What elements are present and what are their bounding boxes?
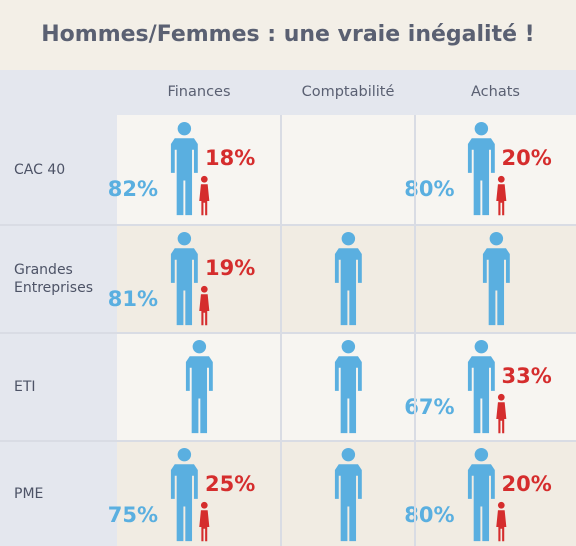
column-header-1: Comptabilité [301,84,395,100]
women-percent-1-0: 19% [205,256,256,280]
column-header-0: Finances [167,84,231,100]
men-percent-3-2: 80% [404,503,455,527]
men-percent-0-2: 80% [404,177,455,201]
men-percent-3-0: 75% [107,503,158,527]
row-label-2: ETI [14,379,36,395]
row-label-cell-3 [0,441,117,546]
page-title: Hommes/Femmes : une vraie inégalité ! [41,22,535,47]
man-icon-2-1 [334,339,362,434]
woman-icon-1-0 [199,285,210,326]
man-icon-0-2 [467,121,495,216]
column-divider-0 [280,115,282,546]
man-icon-1-2 [482,231,510,326]
woman-icon-0-2 [495,175,506,216]
column-divider-1 [414,115,416,546]
woman-icon-2-2 [495,393,506,434]
woman-icon-3-0 [199,501,210,542]
women-percent-0-0: 18% [205,146,256,170]
man-icon-1-1 [334,231,362,326]
row-label-1: Grandes Entreprises [14,262,94,296]
row-label-cell-0 [0,115,117,225]
row-divider-0 [0,224,576,226]
man-icon-3-2 [467,447,495,542]
column-header-2: Achats [471,84,520,100]
woman-icon-0-0 [199,175,210,216]
man-icon-2-2 [467,339,495,434]
men-percent-1-0: 81% [107,287,158,311]
row-label-cell-1 [0,225,117,333]
row-label-3: PME [14,485,44,502]
man-icon-2-0 [185,339,213,434]
woman-icon-3-2 [495,501,506,542]
man-icon-1-0 [170,231,198,326]
row-label-0: CAC 40 [14,162,66,178]
women-percent-2-2: 33% [501,364,552,388]
man-icon-3-1 [334,447,362,542]
men-percent-0-0: 82% [107,177,158,201]
row-label-cell-2 [0,333,117,441]
man-icon-0-0 [170,121,198,216]
women-percent-0-2: 20% [501,146,552,170]
women-percent-3-0: 25% [205,472,256,496]
women-percent-3-2: 20% [501,472,552,496]
man-icon-3-0 [170,447,198,542]
header-row [0,70,576,115]
row-divider-1 [0,332,576,334]
title-bar [0,0,576,70]
row-divider-2 [0,440,576,442]
men-percent-2-2: 67% [404,395,455,419]
